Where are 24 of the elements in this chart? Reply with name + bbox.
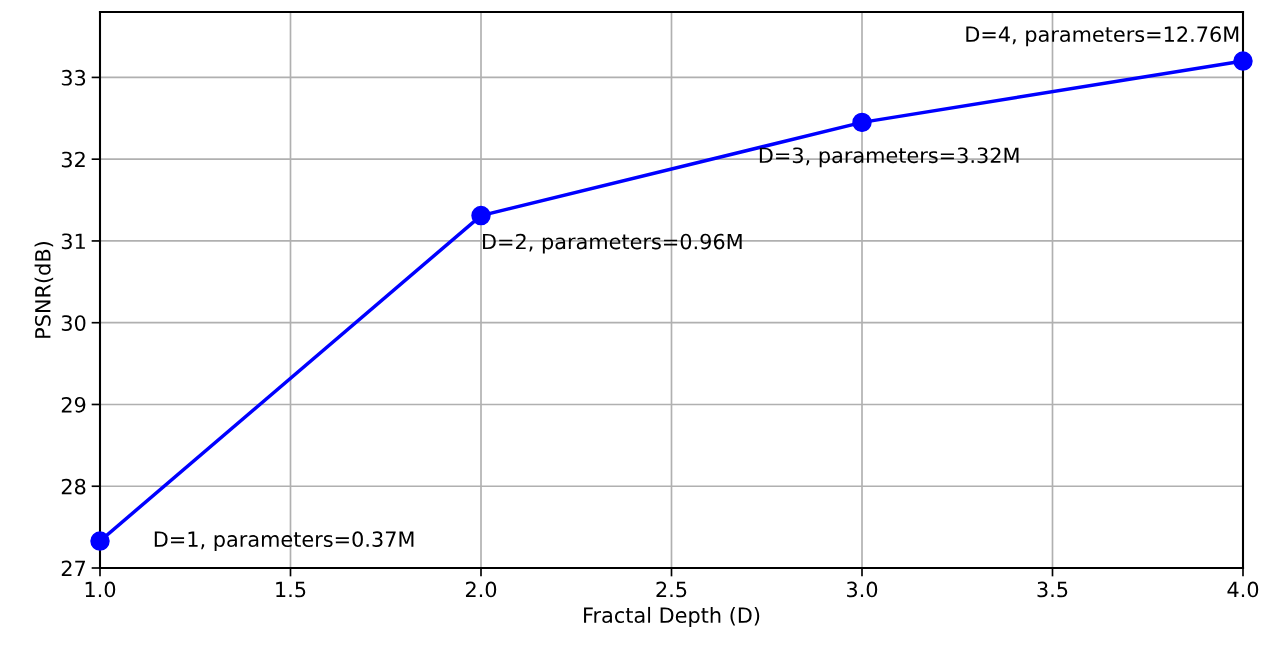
point	[1233, 51, 1253, 71]
x-axis-title: Fractal Depth (D)	[584, 606, 760, 628]
x-tick-label: 3.0	[847, 581, 878, 598]
annotation: D=3, parameters=3.32M	[759, 147, 1019, 168]
point	[90, 531, 110, 551]
point	[852, 112, 872, 133]
y-tick-label: 33	[61, 69, 86, 86]
x-tick-label: 2.5	[656, 581, 687, 598]
y-tick-label: 31	[61, 233, 85, 250]
x-tick-label: 4.0	[1227, 581, 1259, 598]
point	[471, 205, 491, 226]
y-tick-label: 27	[61, 560, 86, 576]
annotation: D=2, parameters=0.96M	[483, 233, 742, 254]
annotation: D=1, parameters=0.37M	[154, 531, 414, 552]
x-tick-label: 2.0	[465, 581, 497, 598]
y-tick-label: 28	[61, 478, 86, 495]
y-axis-title: PSNR(dB)	[34, 241, 54, 338]
y-tick-label: 32	[61, 151, 85, 168]
annotation: D=4, parameters=12.76M	[966, 26, 1239, 47]
x-tick-label: 3.5	[1037, 581, 1068, 598]
y-tick-label: 30	[61, 315, 86, 331]
y-tick-label: 29	[61, 396, 86, 413]
x-tick-label: 1.5	[276, 581, 306, 598]
x-tick-label: 1.0	[85, 581, 116, 598]
